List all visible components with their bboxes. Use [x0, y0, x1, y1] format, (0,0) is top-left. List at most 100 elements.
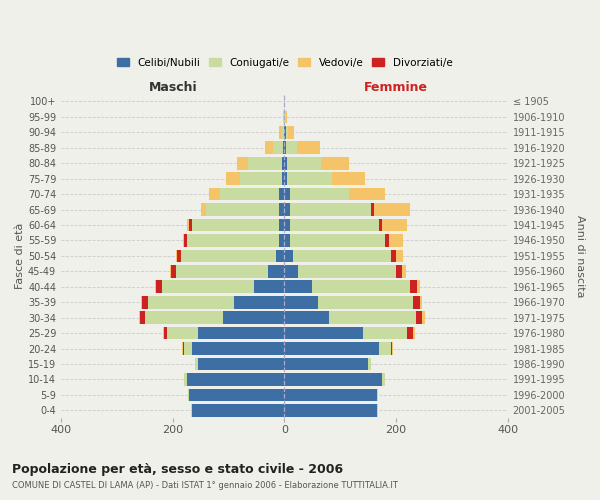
Bar	[139, 312, 140, 324]
Bar	[184, 342, 192, 355]
Bar	[240, 172, 281, 185]
Bar	[362, 327, 407, 340]
Text: Popolazione per età, sesso e stato civile - 2006: Popolazione per età, sesso e stato civil…	[12, 462, 343, 475]
Bar	[142, 296, 148, 308]
Bar	[287, 157, 321, 170]
Bar	[349, 188, 385, 200]
Bar	[281, 126, 284, 138]
Bar	[407, 327, 413, 340]
Bar	[313, 280, 410, 293]
Bar	[184, 234, 187, 247]
Bar	[284, 312, 329, 324]
Bar	[389, 234, 403, 247]
Bar	[279, 203, 284, 216]
Bar	[290, 188, 349, 200]
Bar	[284, 342, 379, 355]
Bar	[209, 188, 220, 200]
Bar	[206, 203, 279, 216]
Text: Maschi: Maschi	[148, 80, 197, 94]
Bar	[422, 312, 425, 324]
Bar	[284, 157, 287, 170]
Bar	[177, 250, 181, 262]
Bar	[284, 172, 287, 185]
Bar	[396, 265, 402, 278]
Bar	[385, 234, 389, 247]
Bar	[377, 388, 378, 401]
Bar	[190, 388, 284, 401]
Bar	[198, 358, 284, 370]
Bar	[392, 342, 393, 355]
Bar	[155, 280, 156, 293]
Bar	[234, 296, 284, 308]
Bar	[374, 203, 410, 216]
Y-axis label: Anni di nascita: Anni di nascita	[575, 214, 585, 297]
Bar	[237, 157, 248, 170]
Bar	[284, 203, 290, 216]
Bar	[284, 188, 290, 200]
Bar	[276, 250, 284, 262]
Bar	[254, 280, 284, 293]
Bar	[396, 250, 403, 262]
Bar	[391, 250, 396, 262]
Bar	[187, 218, 190, 232]
Bar	[279, 188, 284, 200]
Bar	[192, 218, 279, 232]
Bar	[284, 404, 377, 416]
Bar	[321, 157, 349, 170]
Bar	[413, 296, 419, 308]
Bar	[413, 327, 415, 340]
Bar	[273, 142, 283, 154]
Bar	[164, 327, 167, 340]
Bar	[284, 373, 382, 386]
Bar	[284, 327, 362, 340]
Bar	[176, 250, 177, 262]
Bar	[187, 234, 279, 247]
Bar	[281, 172, 284, 185]
Y-axis label: Fasce di età: Fasce di età	[15, 222, 25, 289]
Bar	[192, 342, 284, 355]
Bar	[161, 280, 254, 293]
Bar	[284, 218, 290, 232]
Bar	[284, 250, 293, 262]
Bar	[287, 172, 332, 185]
Bar	[416, 312, 422, 324]
Bar	[181, 250, 276, 262]
Bar	[283, 142, 284, 154]
Bar	[167, 327, 198, 340]
Bar	[284, 110, 286, 123]
Bar	[195, 358, 198, 370]
Bar	[417, 280, 420, 293]
Bar	[279, 218, 284, 232]
Bar	[318, 296, 413, 308]
Bar	[182, 342, 183, 355]
Bar	[171, 265, 176, 278]
Bar	[192, 404, 284, 416]
Text: Femmine: Femmine	[364, 80, 428, 94]
Bar	[382, 218, 407, 232]
Bar	[298, 265, 396, 278]
Legend: Celibi/Nubili, Coniugati/e, Vedovi/e, Divorziati/e: Celibi/Nubili, Coniugati/e, Vedovi/e, Di…	[112, 54, 457, 72]
Bar	[279, 126, 281, 138]
Bar	[187, 373, 284, 386]
Bar	[284, 280, 313, 293]
Bar	[226, 172, 240, 185]
Bar	[289, 126, 294, 138]
Bar	[156, 280, 161, 293]
Bar	[419, 296, 422, 308]
Bar	[290, 234, 385, 247]
Bar	[148, 296, 234, 308]
Bar	[284, 142, 286, 154]
Bar	[284, 234, 290, 247]
Bar	[191, 404, 192, 416]
Bar	[163, 327, 164, 340]
Text: COMUNE DI CASTEL DI LAMA (AP) - Dati ISTAT 1° gennaio 2006 - Elaborazione TUTTIT: COMUNE DI CASTEL DI LAMA (AP) - Dati IST…	[12, 481, 398, 490]
Bar	[140, 312, 145, 324]
Bar	[332, 172, 365, 185]
Bar	[286, 142, 297, 154]
Bar	[284, 126, 286, 138]
Bar	[184, 373, 187, 386]
Bar	[382, 373, 385, 386]
Bar	[176, 265, 268, 278]
Bar	[183, 234, 184, 247]
Bar	[220, 188, 279, 200]
